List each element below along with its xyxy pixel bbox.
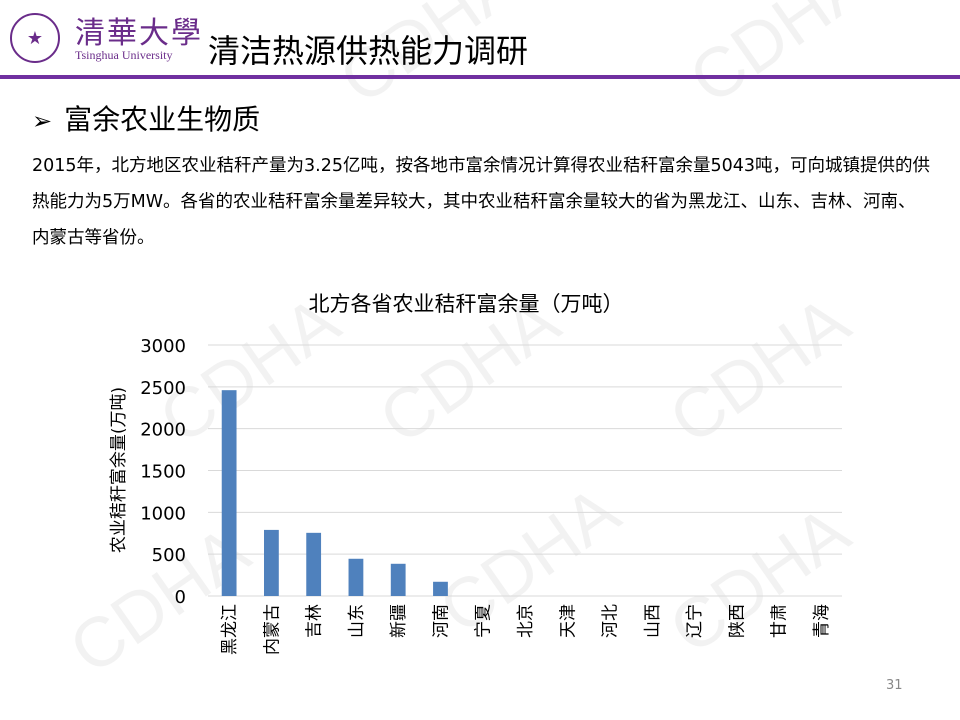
page-number: 31 [886,678,903,693]
x-tick-label: 新疆 [389,604,409,638]
x-tick-label: 黑龙江 [220,604,240,655]
x-tick-label: 内蒙古 [262,604,282,655]
bar [264,529,279,596]
y-tick-label: 1000 [140,503,186,524]
x-tick-label: 吉林 [305,604,325,638]
y-tick-label: 0 [175,587,186,608]
x-tick-label: 陕西 [727,604,747,638]
title-divider [0,75,960,79]
university-name-zh: 清華大學 [75,16,203,51]
y-tick-label: 2000 [140,420,186,441]
university-name-en: Tsinghua University [75,48,173,62]
y-tick-label: 2500 [140,378,186,399]
x-tick-label: 河南 [431,604,451,638]
slide-title: 清洁热源供热能力调研 [208,32,529,70]
bar [433,581,448,596]
x-tick-label: 青海 [812,604,832,638]
x-tick-label: 山西 [643,604,663,638]
x-tick-label: 甘肃 [770,604,790,638]
chart-title: 北方各省农业秸秆富余量（万吨） [309,292,624,316]
x-tick-label: 辽宁 [685,604,705,638]
section-heading-text: 富余农业生物质 [64,103,261,136]
y-tick-label: 500 [152,545,186,566]
bar [348,558,364,596]
x-tick-label: 宁夏 [474,604,494,638]
arrow-bullet-icon: ➢ [32,107,53,135]
x-tick-label: 北京 [516,604,536,638]
x-tick-label: 河北 [601,604,621,638]
y-axis-label: 农业秸秆富余量(万吨) [109,387,129,553]
x-tick-label: 山东 [347,604,367,638]
section-heading: ➢ 富余农业生物质 [32,98,260,138]
y-tick-label: 3000 [140,336,186,357]
bar [221,390,237,596]
bar [306,532,322,596]
y-tick-label: 1500 [140,462,186,483]
university-seal-logo: ★ [10,13,60,63]
bar [390,563,406,596]
body-paragraph: 2015年，北方地区农业秸秆产量为3.25亿吨，按各地市富余情况计算得农业秸秆富… [32,156,931,248]
x-tick-label: 天津 [558,604,578,638]
